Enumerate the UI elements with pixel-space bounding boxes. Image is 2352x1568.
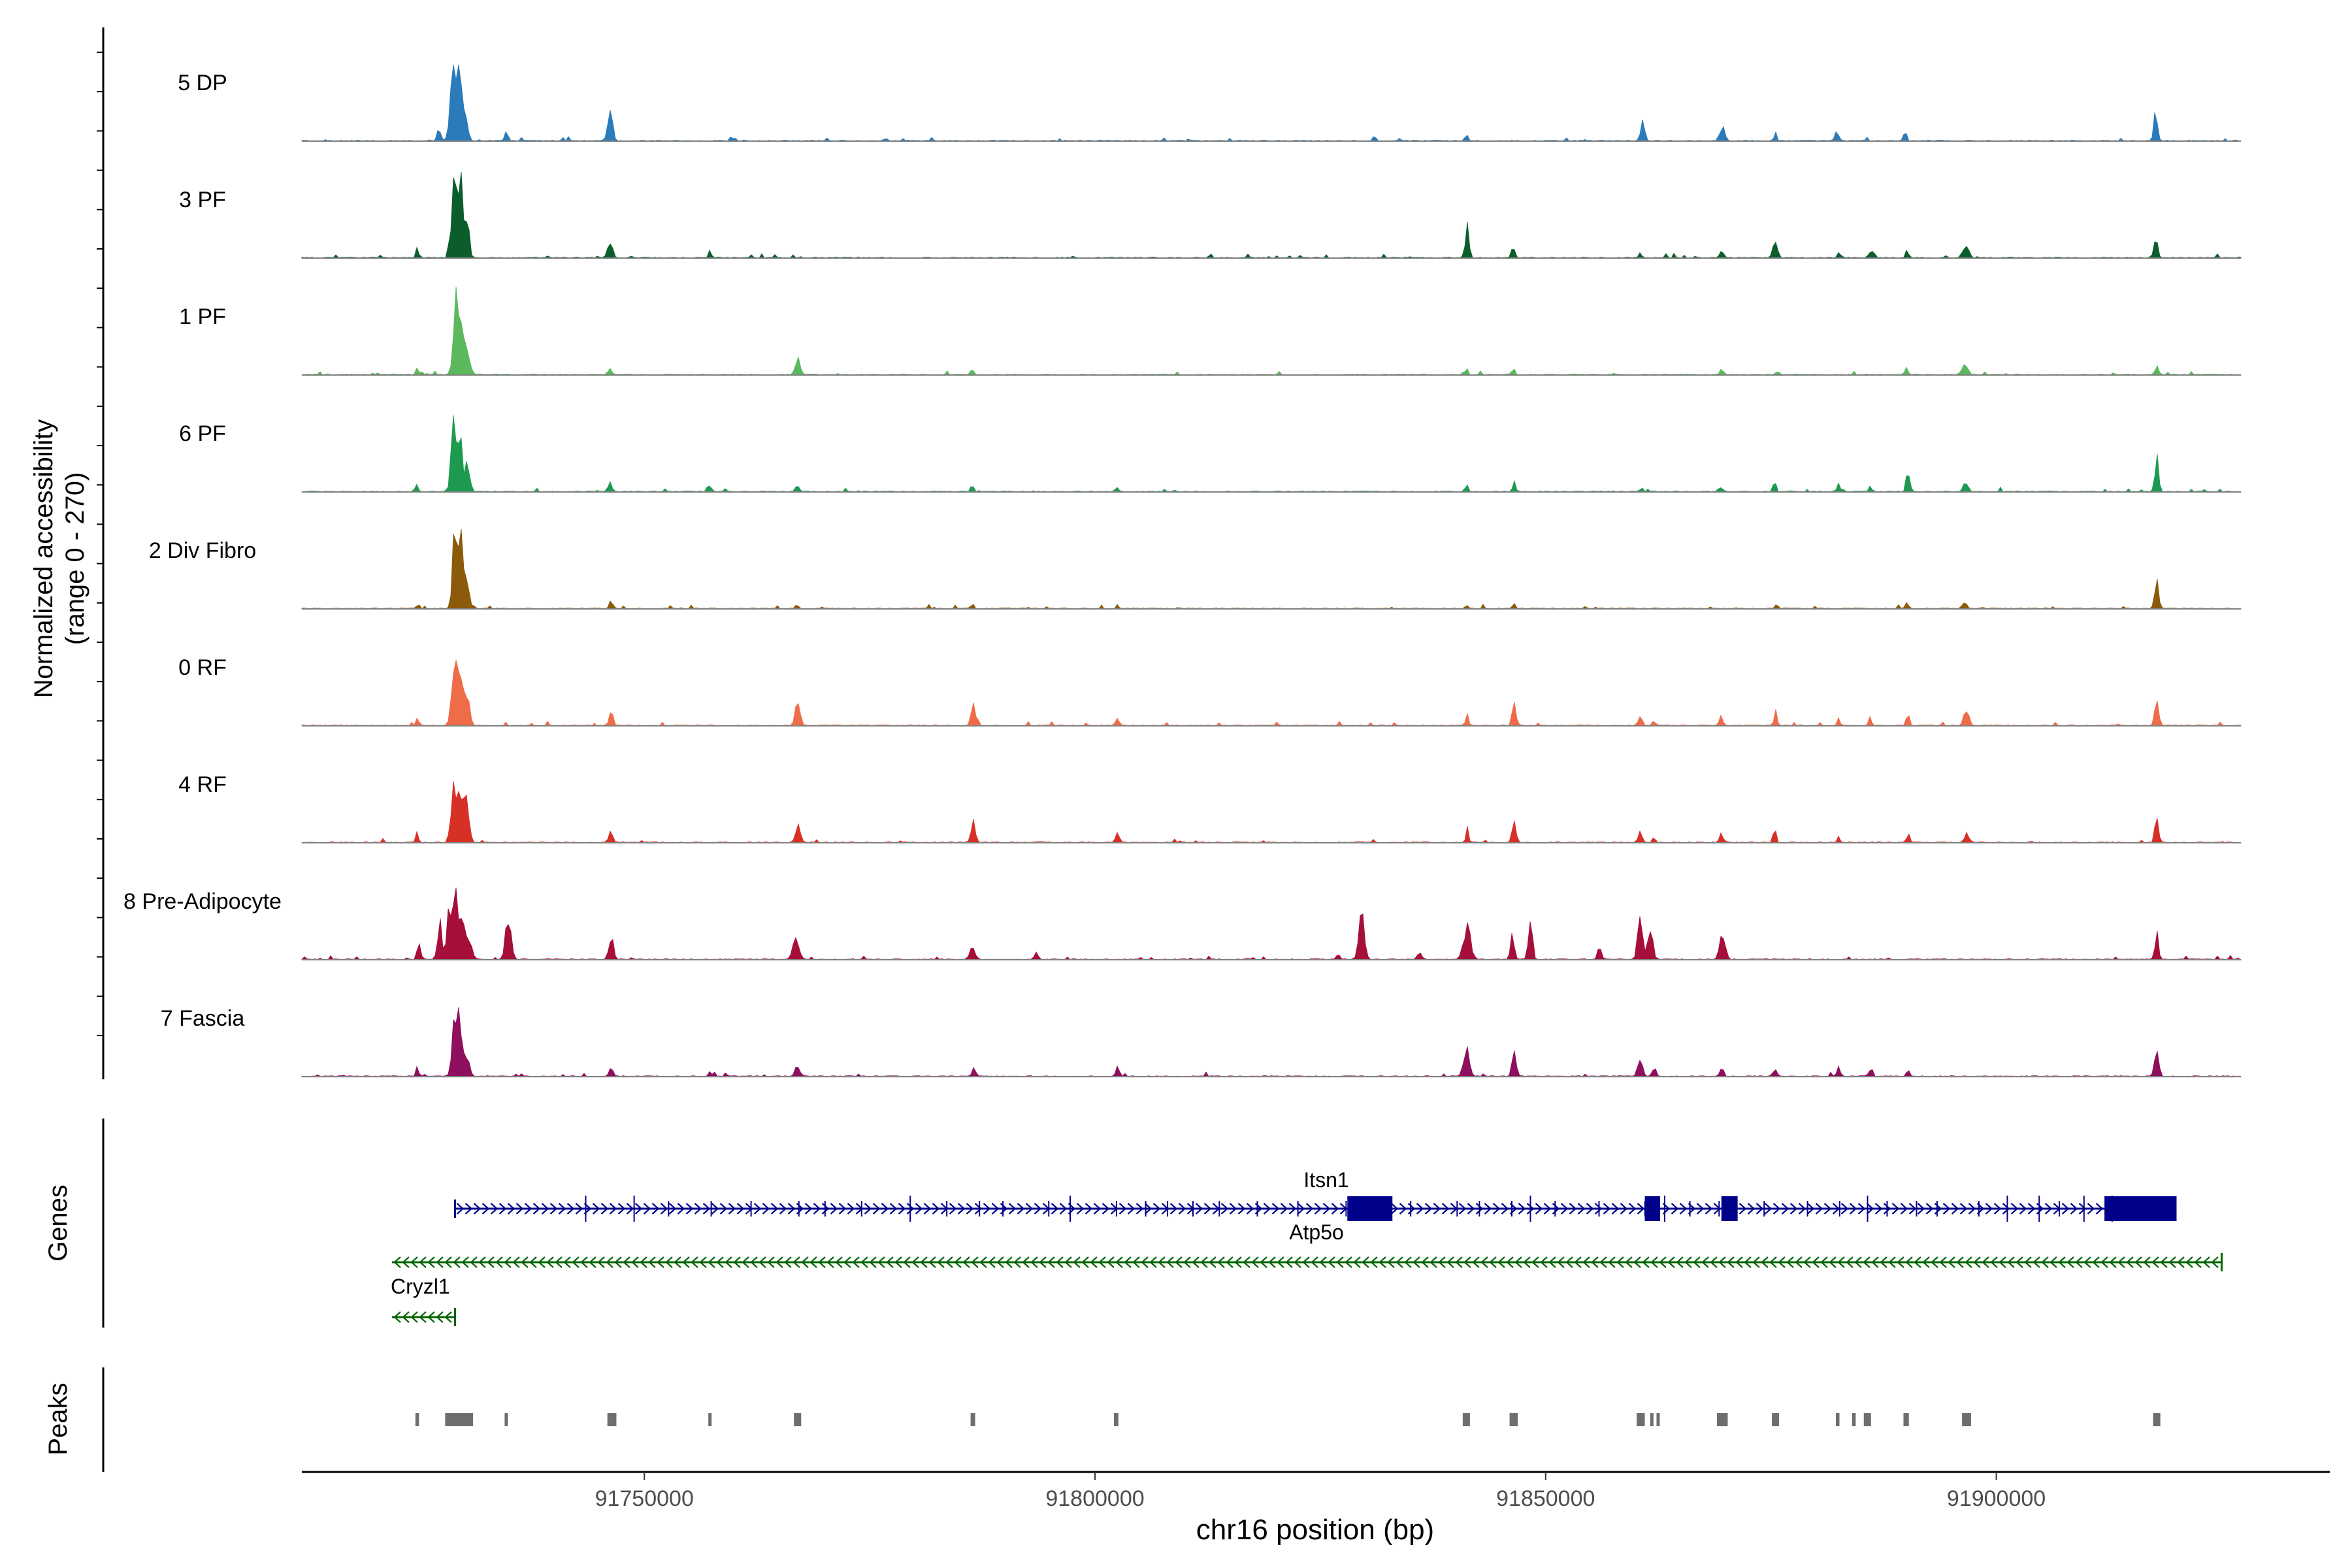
peak-region xyxy=(504,1413,508,1426)
coverage-y-axis xyxy=(97,27,105,1079)
peak-region xyxy=(607,1413,617,1426)
track-label: 2 Div Fibro xyxy=(149,538,256,563)
peak-region xyxy=(1462,1413,1470,1426)
gene-model: Cryzl1 xyxy=(391,1275,457,1326)
coverage-track: 4 RF xyxy=(178,772,2242,843)
peak-region xyxy=(794,1413,802,1426)
strand-chevrons xyxy=(393,1256,2219,1268)
x-tick-label: 91800000 xyxy=(1045,1486,1144,1511)
gene-label: Itsn1 xyxy=(1303,1168,1348,1192)
genes-track-label: Genes xyxy=(44,1184,73,1262)
coverage-track: 0 RF xyxy=(178,655,2242,727)
peak-region xyxy=(1716,1413,1728,1426)
exon-block xyxy=(1644,1196,1660,1221)
peaks-track-label: Peaks xyxy=(44,1382,73,1455)
gene-model: Atp5o xyxy=(391,1220,2223,1271)
peak-region xyxy=(1863,1413,1871,1426)
peak-region xyxy=(708,1413,712,1426)
peak-region xyxy=(1852,1413,1856,1426)
track-label: 4 RF xyxy=(178,772,227,797)
x-axis: 91750000 91800000 91850000 91900000 xyxy=(302,1471,2330,1511)
peaks-track xyxy=(415,1413,2161,1426)
track-label: 6 PF xyxy=(179,421,226,446)
coverage-tracks: 5 DP 3 PF 1 PF 6 PF 2 Div Fibro 0 RF 4 RF 8 Pre… xyxy=(123,64,2242,1077)
peak-region xyxy=(1836,1413,1840,1426)
peak-region xyxy=(2153,1413,2161,1426)
y-axis-title-line1: Normalized accessibility xyxy=(29,419,58,698)
peak-region xyxy=(1637,1413,1645,1426)
strand-chevrons xyxy=(393,1311,452,1323)
track-label: 1 PF xyxy=(179,304,226,329)
track-label: 0 RF xyxy=(178,655,227,680)
peak-region xyxy=(445,1413,474,1426)
exon-block xyxy=(1347,1196,1393,1221)
coverage-track: 8 Pre-Adipocyte xyxy=(123,887,2242,960)
peak-region xyxy=(1903,1413,1909,1426)
exon-block xyxy=(2104,1196,2177,1221)
peak-region xyxy=(1962,1413,1971,1426)
x-tick-label: 91850000 xyxy=(1496,1486,1595,1511)
coverage-track: 7 Fascia xyxy=(161,1006,2242,1077)
coverage-track: 1 PF xyxy=(179,286,2242,376)
x-tick-label: 91750000 xyxy=(595,1486,694,1511)
track-label: 3 PF xyxy=(179,188,226,212)
track-label: 7 Fascia xyxy=(161,1006,245,1031)
track-label: 8 Pre-Adipocyte xyxy=(123,889,282,914)
coverage-track: 6 PF xyxy=(179,415,2242,493)
coverage-track: 3 PF xyxy=(179,171,2242,259)
genes-track: Itsn1 Atp5o Cryzl1 xyxy=(391,1168,2223,1326)
x-tick-label: 91900000 xyxy=(1947,1486,2046,1511)
coverage-area xyxy=(301,1007,2242,1077)
peak-region xyxy=(1113,1413,1119,1426)
exon-block xyxy=(1721,1196,1738,1221)
peak-region xyxy=(970,1413,975,1426)
gene-model: Itsn1 xyxy=(454,1168,2177,1222)
gene-label: Cryzl1 xyxy=(391,1275,450,1298)
peak-region xyxy=(1772,1413,1780,1426)
x-axis-title: chr16 position (bp) xyxy=(1196,1514,1434,1546)
gene-label: Atp5o xyxy=(1289,1220,1344,1244)
peak-region xyxy=(1656,1413,1660,1426)
peak-region xyxy=(1509,1413,1518,1426)
coverage-track: 5 DP xyxy=(178,64,2242,142)
peak-region xyxy=(415,1413,419,1426)
y-axis-title-line2: (range 0 - 270) xyxy=(61,472,90,645)
peak-region xyxy=(1650,1413,1654,1426)
coverage-track: 2 Div Fibro xyxy=(149,529,2242,610)
track-label: 5 DP xyxy=(178,71,227,95)
